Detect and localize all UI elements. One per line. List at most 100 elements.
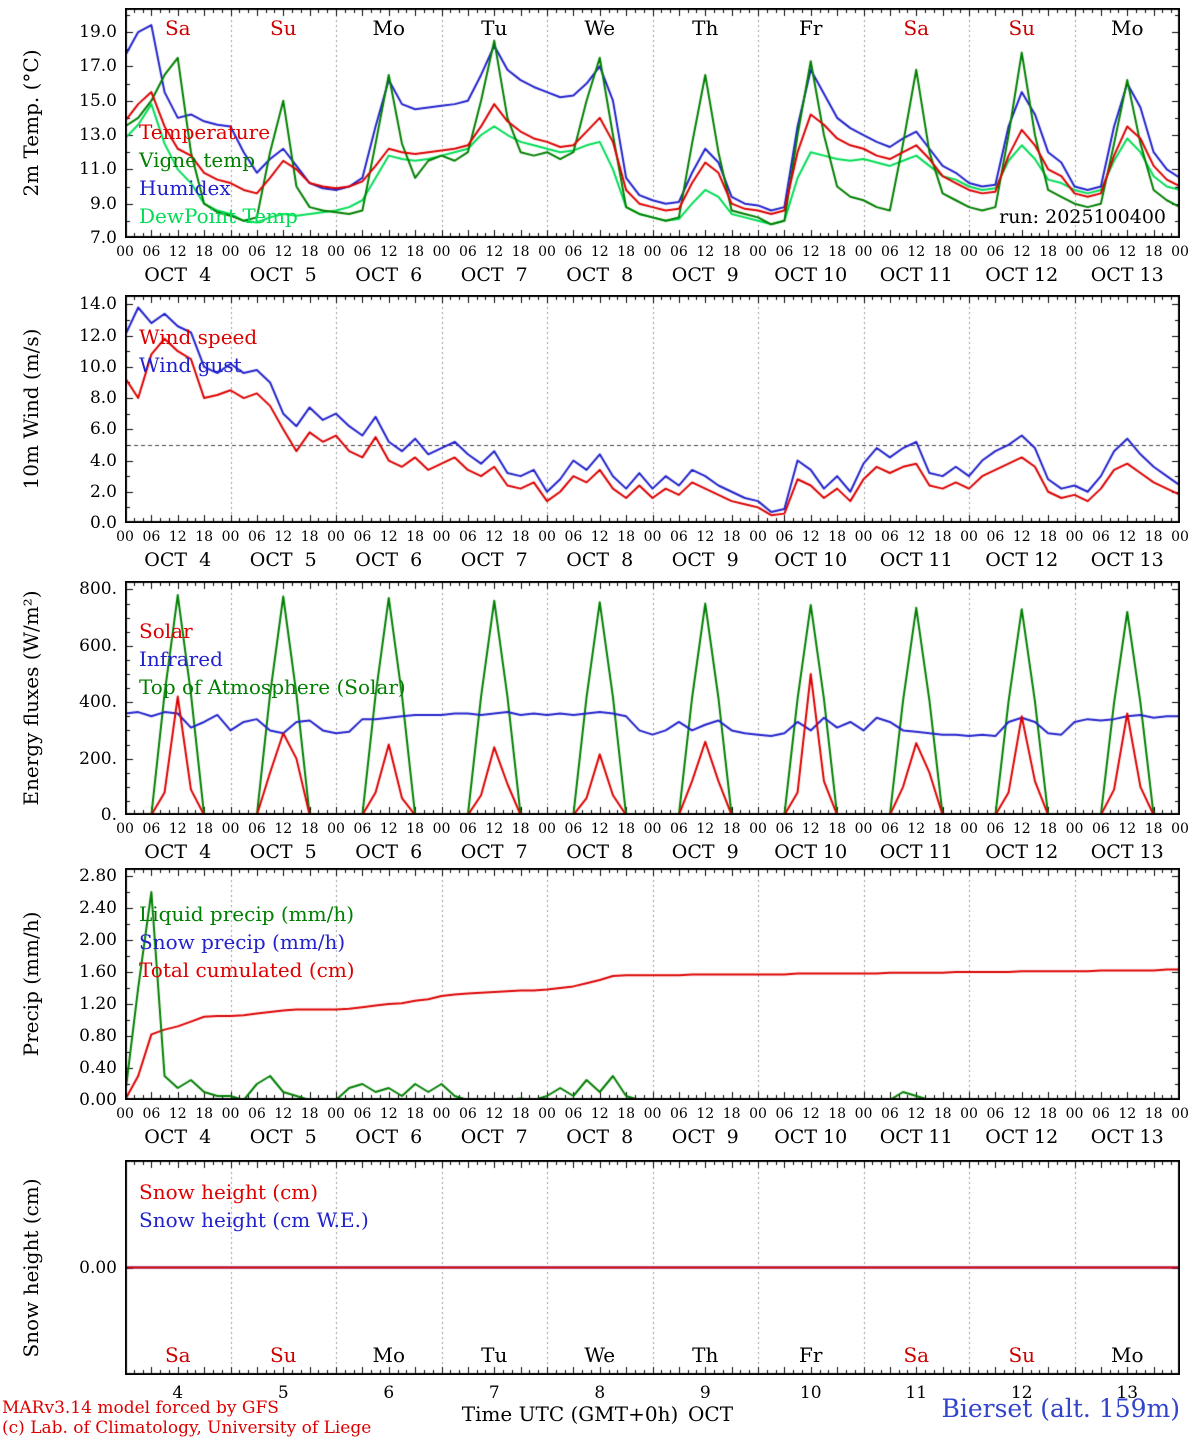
legend-energy-2: Top of Atmosphere (Solar) (139, 675, 406, 699)
weekday-label: Mo (372, 16, 406, 40)
x-hour-label: 06 (142, 529, 161, 545)
x-hour-label: 12 (485, 529, 504, 545)
x-day-label: OCT 10 (774, 549, 848, 571)
x-hour-label: 12 (590, 244, 609, 260)
time-axis-label: Time UTC (GMT+0h) (461, 1402, 679, 1426)
x-hour-label: 06 (564, 1106, 583, 1122)
x-day-label: OCT 10 (774, 264, 848, 286)
x-hour-label: 00 (960, 244, 978, 260)
x-hour-label: 18 (617, 244, 636, 260)
x-hour-label: 12 (907, 821, 926, 837)
x-hour-label: 18 (828, 821, 847, 837)
x-hour-label: 18 (300, 529, 319, 545)
x-hour-label: 06 (353, 529, 372, 545)
x-day-label: OCT 7 (460, 549, 528, 571)
x-hour-label: 18 (511, 1106, 530, 1122)
x-hour-label: 00 (538, 244, 556, 260)
panel-precip: 0.00 0.40 0.80 1.20 1.60 2.00 2.40 2.80 Precip (… (0, 866, 1194, 1160)
model-credit-line1: MARv3.14 model forced by GFS (2, 1398, 279, 1418)
x-hour-label: 06 (247, 1106, 266, 1122)
y-tick-label: 2.0 (89, 481, 117, 502)
x-hour-label: 00 (221, 529, 240, 545)
x-day-label: OCT 8 (566, 1126, 634, 1148)
x-hour-label: 06 (142, 244, 161, 260)
x-hour-label: 06 (880, 529, 899, 545)
x-hour-label: 06 (564, 529, 583, 545)
x-hour-label: 18 (722, 244, 741, 260)
x-hour-label: 12 (907, 529, 926, 545)
x-hour-label: 00 (538, 821, 556, 837)
x-hour-label: 00 (432, 1106, 451, 1122)
x-hour-label: 06 (1091, 244, 1110, 260)
y-axis-title: 10m Wind (m/s) (19, 328, 43, 490)
x-hour-label: 00 (221, 244, 240, 260)
x-hour-label: 00 (960, 1106, 978, 1122)
x-hour-label: 06 (986, 529, 1005, 545)
legend-temp-3: DewPoint Temp (139, 204, 298, 228)
x-hour-label: 06 (142, 821, 161, 837)
x-hour-label: 06 (669, 1106, 688, 1122)
x-hour-label: 18 (617, 821, 636, 837)
x-day-label: OCT 5 (249, 841, 317, 863)
panel-energy: 0. 200. 400. 600. 800. Energy fluxes (W/m²) So… (0, 579, 1194, 875)
x-day-label: OCT 8 (566, 549, 634, 571)
day-number: 13 (1116, 1383, 1139, 1403)
x-day-label: OCT 11 (879, 841, 953, 863)
legend-temp-1: Vigne temp (139, 148, 256, 172)
weekday-label: Tu (481, 1343, 508, 1367)
x-hour-label: 12 (801, 1106, 820, 1122)
x-hour-label: 06 (1091, 1106, 1110, 1122)
x-day-label: OCT 12 (985, 264, 1059, 286)
y-tick-label: 19.0 (79, 22, 117, 43)
weekday-label: Tu (481, 16, 508, 40)
panel-wind: 0.0 2.0 4.0 6.0 8.0 10.0 12.0 14.0 10m Wind (m/s… (0, 294, 1194, 583)
x-hour-label: 06 (458, 821, 477, 837)
y-tick-label: 0.40 (79, 1058, 117, 1078)
y-axis-title: Energy fluxes (W/m²) (19, 590, 43, 806)
day-number: 9 (699, 1383, 711, 1403)
x-hour-label: 18 (511, 821, 530, 837)
x-hour-label: 00 (749, 1106, 767, 1122)
x-hour-label: 06 (353, 821, 372, 837)
x-day-label: OCT 11 (879, 1126, 953, 1148)
x-hour-label: 12 (590, 821, 609, 837)
x-hour-label: 12 (801, 821, 820, 837)
x-hour-label: 18 (300, 1106, 319, 1122)
y-tick-label: 800. (79, 579, 117, 600)
panel-snow: 0.00 Snow height (cm) Snow height (cm) Snow… (0, 1160, 1194, 1435)
y-tick-label: 8.0 (89, 388, 117, 409)
y-tick-label: 1.60 (79, 962, 117, 982)
x-hour-label: 12 (696, 529, 715, 545)
x-hour-label: 18 (617, 529, 636, 545)
x-day-label: OCT 4 (144, 1126, 212, 1148)
x-hour-label: 18 (722, 821, 741, 837)
x-hour-label: 18 (1144, 821, 1163, 837)
y-tick-label: 4.0 (89, 450, 117, 471)
x-hour-label: 18 (195, 1106, 214, 1122)
x-hour-label: 06 (669, 821, 688, 837)
x-hour-label: 06 (775, 1106, 794, 1122)
x-hour-label: 18 (511, 244, 530, 260)
x-hour-label: 06 (880, 244, 899, 260)
chart-canvas-snow (125, 1160, 1180, 1375)
x-hour-label: 18 (722, 1106, 741, 1122)
weekday-label: Su (269, 1343, 297, 1367)
x-hour-label: 06 (353, 244, 372, 260)
y-axis-title: Snow height (cm) (19, 1177, 43, 1358)
x-hour-label: 00 (643, 821, 662, 837)
x-hour-label: 06 (142, 1106, 161, 1122)
day-number: 12 (1010, 1383, 1033, 1403)
y-tick-label: 11.0 (79, 159, 117, 180)
y-axis-title-wrap: 2m Temp. (°C) (10, 8, 52, 238)
x-hour-label: 12 (1118, 529, 1137, 545)
y-tick-label: 0.0 (89, 513, 117, 533)
x-day-label: OCT 7 (460, 1126, 528, 1148)
x-hour-label: 00 (854, 1106, 873, 1122)
x-day-label: OCT 9 (671, 549, 739, 571)
x-hour-label: 12 (907, 1106, 926, 1122)
x-hour-label: 18 (195, 244, 214, 260)
legend-temp-2: Humidex (139, 176, 231, 200)
legend-temp-0: Temperature (139, 120, 271, 144)
x-hour-label: 18 (406, 529, 425, 545)
x-hour-label: 00 (643, 1106, 662, 1122)
